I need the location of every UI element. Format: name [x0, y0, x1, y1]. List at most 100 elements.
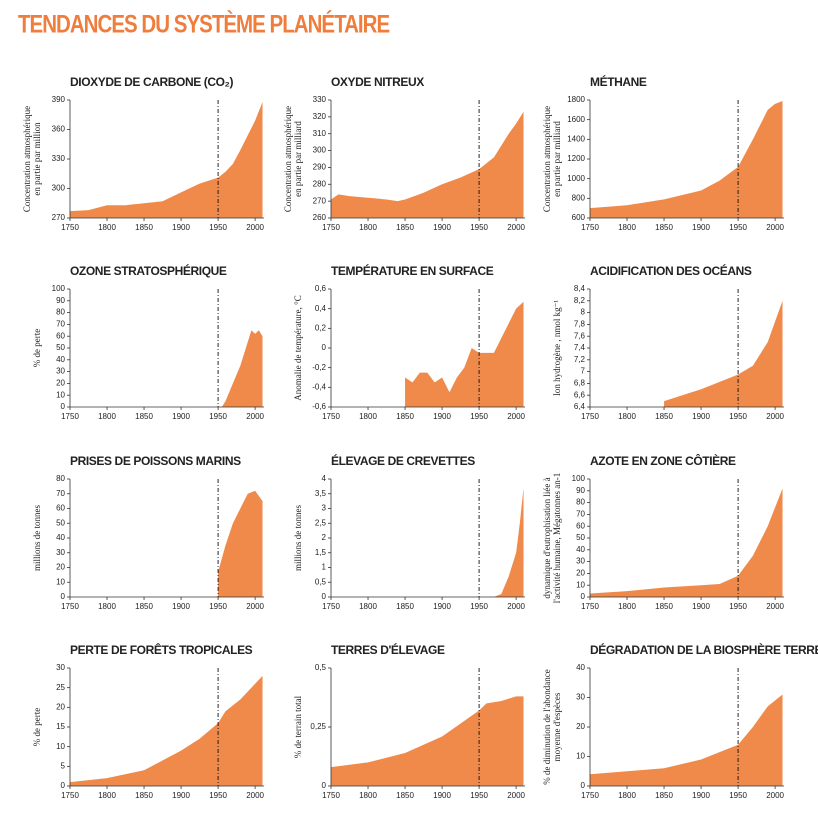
- y-tick-label: 0,25: [310, 722, 326, 731]
- y-tick-label: 0,4: [315, 304, 327, 313]
- y-tick-label: 800: [572, 193, 586, 202]
- y-tick-label: 8,2: [574, 296, 586, 305]
- y-tick-label: -0,2: [312, 363, 326, 372]
- page-title: TENDANCES DU SYSTÈME PLANÉTAIRE: [18, 10, 390, 38]
- y-tick-label: 10: [576, 580, 585, 589]
- x-tick-label: 1900: [433, 791, 451, 800]
- chart-title: ÉLEVAGE DE CREVETTES: [331, 453, 475, 468]
- x-tick-label: 2000: [507, 412, 525, 421]
- y-tick-label: 1600: [567, 115, 585, 124]
- x-tick-label: 2000: [246, 602, 264, 611]
- x-tick-label: 2000: [507, 223, 525, 232]
- y-tick-label: 80: [576, 498, 585, 507]
- y-tick-label: 390: [52, 95, 66, 104]
- area: [331, 696, 524, 786]
- y-tick-label: 270: [313, 196, 327, 205]
- y-tick-label: 2: [322, 533, 327, 542]
- x-tick-label: 1800: [98, 223, 116, 232]
- y-tick-label: 7,6: [574, 331, 586, 340]
- y-tick-label: 30: [576, 557, 585, 566]
- x-tick-label: 1900: [172, 223, 190, 232]
- y-tick-label: 4: [322, 474, 327, 483]
- y-tick-label: 1800: [567, 95, 585, 104]
- x-tick-label: 2000: [766, 602, 784, 611]
- y-tick-label: 20: [576, 722, 585, 731]
- x-tick-label: 1900: [692, 223, 710, 232]
- y-tick-label: 280: [313, 179, 327, 188]
- y-tick-label: 15: [56, 722, 65, 731]
- y-tick-label: 20: [56, 563, 65, 572]
- x-tick-label: 1950: [470, 791, 488, 800]
- x-tick-label: 2000: [507, 602, 525, 611]
- y-axis-label: millions de tonnes: [32, 505, 42, 571]
- y-tick-label: 0,5: [315, 577, 327, 586]
- x-tick-label: 1850: [655, 602, 673, 611]
- y-tick-label: 7: [581, 367, 586, 376]
- x-tick-label: 1800: [618, 791, 636, 800]
- y-axis-label: en partie par million: [32, 122, 42, 196]
- x-tick-label: 1950: [209, 412, 227, 421]
- x-tick-label: 1900: [692, 412, 710, 421]
- area: [218, 490, 263, 597]
- chart-title: ACIDIFICATION DES OCÉANS: [590, 263, 752, 278]
- area: [70, 101, 263, 218]
- x-tick-label: 1950: [729, 412, 747, 421]
- y-tick-label: 1: [322, 563, 327, 572]
- y-tick-label: 40: [576, 545, 585, 554]
- x-tick-label: 1750: [581, 412, 599, 421]
- y-tick-label: 30: [576, 693, 585, 702]
- x-tick-label: 1900: [433, 412, 451, 421]
- y-tick-label: 1,5: [315, 548, 327, 557]
- chart-title: TEMPÉRATURE EN SURFACE: [331, 263, 494, 278]
- y-tick-label: 20: [56, 702, 65, 711]
- chart-title: AZOTE EN ZONE CÔTIÈRE: [590, 453, 736, 468]
- area: [221, 330, 263, 407]
- y-tick-label: 10: [56, 390, 65, 399]
- y-tick-label: 60: [56, 504, 65, 513]
- y-axis-label: en partie par milliard: [552, 121, 562, 197]
- area: [590, 488, 783, 597]
- y-tick-label: 20: [56, 379, 65, 388]
- chart-title: DIOXYDE DE CARBONE (CO₂): [70, 75, 233, 89]
- y-tick-label: 5: [61, 761, 66, 770]
- y-tick-label: 3: [322, 504, 327, 513]
- y-tick-label: 70: [56, 320, 65, 329]
- x-tick-label: 2000: [246, 412, 264, 421]
- y-tick-label: 0: [61, 402, 66, 411]
- y-axis-label: Anomalie de température, °C: [293, 295, 303, 401]
- x-tick-label: 1850: [655, 412, 673, 421]
- y-tick-label: 40: [56, 533, 65, 542]
- y-tick-label: 8,4: [574, 284, 586, 293]
- x-tick-label: 1800: [98, 412, 116, 421]
- x-tick-label: 1950: [209, 602, 227, 611]
- y-tick-label: 30: [56, 367, 65, 376]
- y-tick-label: 6,4: [574, 402, 586, 411]
- chart-title: MÉTHANE: [590, 74, 647, 89]
- x-tick-label: 1850: [135, 602, 153, 611]
- x-tick-label: 1850: [396, 602, 414, 611]
- y-axis-label: % de terrain total: [293, 695, 303, 758]
- x-tick-label: 1800: [98, 791, 116, 800]
- x-tick-label: 1800: [618, 602, 636, 611]
- chart-title: OXYDE NITREUX: [331, 75, 424, 89]
- y-axis-label: Concentration atmosphérique: [542, 106, 552, 212]
- y-tick-label: 50: [56, 343, 65, 352]
- x-tick-label: 1800: [359, 412, 377, 421]
- chart-title: OZONE STRATOSPHÉRIQUE: [70, 263, 227, 278]
- x-tick-label: 1900: [172, 602, 190, 611]
- x-tick-label: 1900: [692, 602, 710, 611]
- x-tick-label: 1950: [729, 602, 747, 611]
- x-tick-label: 1850: [396, 223, 414, 232]
- x-tick-label: 1750: [61, 412, 79, 421]
- y-tick-label: 1200: [567, 154, 585, 163]
- y-tick-label: 1400: [567, 134, 585, 143]
- y-tick-label: 270: [52, 213, 66, 222]
- y-tick-label: 50: [576, 533, 585, 542]
- y-tick-label: 7,2: [574, 355, 586, 364]
- y-axis-label: moyenne d'espèces: [552, 692, 562, 761]
- y-axis-label: Concentration atmosphérique: [22, 106, 32, 212]
- x-tick-label: 1900: [433, 602, 451, 611]
- y-tick-label: 10: [56, 577, 65, 586]
- y-tick-label: 30: [56, 548, 65, 557]
- y-tick-label: 100: [52, 284, 66, 293]
